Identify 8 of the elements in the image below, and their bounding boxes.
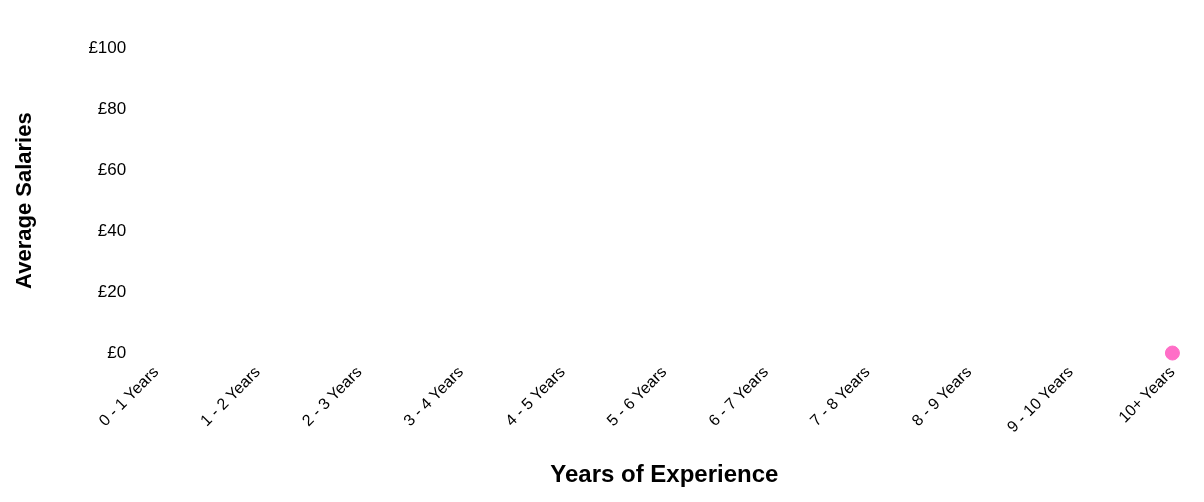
y-tick-label: £0: [107, 342, 127, 362]
y-tick-label: £100: [88, 37, 127, 57]
y-tick-label: £40: [97, 220, 127, 240]
y-tick-label: £80: [97, 98, 127, 118]
y-tick-label: £60: [97, 159, 127, 179]
y-tick-label: £20: [97, 281, 127, 301]
y-axis-title: Average Salaries: [11, 112, 37, 289]
x-axis-title: Years of Experience: [550, 460, 779, 488]
